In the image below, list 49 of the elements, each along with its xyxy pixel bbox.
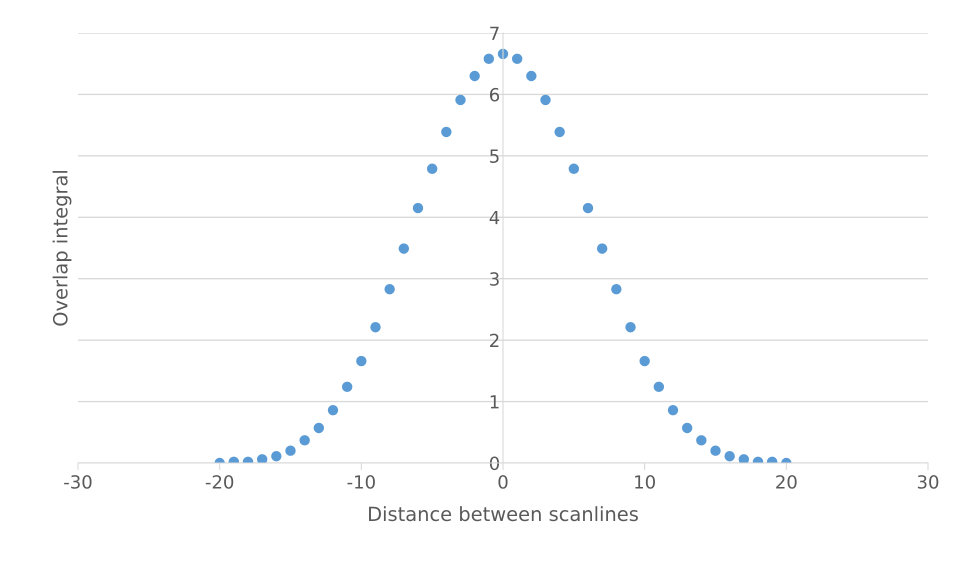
point [426, 164, 438, 174]
point [384, 284, 395, 294]
y-tick-label: 4 [490, 210, 500, 224]
y-tick-label: 6 [490, 88, 500, 102]
x-tick-label: -30 [64, 475, 92, 489]
y-tick-label: 7 [490, 26, 499, 40]
point [540, 94, 551, 106]
point [271, 451, 282, 462]
point [526, 70, 537, 82]
point [554, 126, 565, 138]
point [724, 451, 735, 462]
point [469, 70, 480, 82]
point [299, 435, 310, 446]
point [256, 454, 268, 463]
x-tick-label: 10 [635, 475, 655, 489]
point [370, 322, 381, 332]
point [328, 404, 338, 416]
point [625, 322, 636, 332]
point [441, 126, 452, 138]
point [639, 356, 650, 366]
point [668, 404, 678, 416]
y-tick-label: 3 [490, 272, 499, 286]
x-tick-label: -20 [206, 475, 234, 489]
y-tick-label: 2 [490, 334, 498, 348]
x-axis-title: Distance between scanlines [369, 506, 638, 522]
point [710, 446, 721, 456]
point [596, 243, 608, 254]
y-tick-label: 5 [490, 150, 499, 163]
point [342, 382, 352, 392]
x-tick-label: 30 [918, 475, 938, 489]
point [412, 202, 424, 214]
point [356, 356, 367, 366]
point [314, 422, 324, 434]
x-tick-label: 20 [776, 475, 797, 489]
point [582, 202, 594, 214]
point [654, 382, 664, 392]
point [682, 422, 692, 434]
point [738, 454, 750, 463]
point [611, 284, 622, 294]
y-tick-label: 1 [490, 395, 499, 408]
point [568, 164, 580, 174]
point [398, 243, 410, 254]
point [696, 435, 707, 446]
point [512, 54, 522, 64]
x-tick-label: -10 [347, 475, 375, 489]
point [285, 446, 296, 456]
point [484, 54, 494, 64]
y-axis-title: Overlap integral [52, 171, 72, 326]
point [455, 94, 466, 106]
